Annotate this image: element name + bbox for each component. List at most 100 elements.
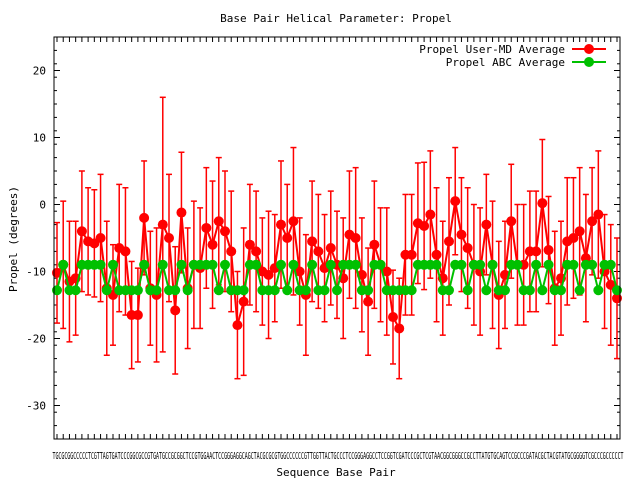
legend-marker — [584, 44, 594, 54]
data-point — [587, 259, 598, 270]
series-layer — [52, 96, 622, 380]
data-point — [487, 259, 498, 270]
data-point — [170, 305, 181, 316]
legend-label: Propel ABC Average — [446, 56, 565, 69]
data-point — [95, 259, 106, 270]
data-point — [132, 285, 143, 296]
data-point — [388, 312, 398, 323]
data-point — [543, 245, 554, 256]
data-point — [108, 259, 118, 270]
data-point — [213, 285, 224, 296]
y-tick-label: 20 — [33, 65, 46, 78]
y-tick-label: 0 — [39, 199, 46, 212]
data-point — [325, 259, 336, 270]
data-point — [462, 285, 473, 296]
data-point — [213, 216, 224, 227]
data-point — [269, 285, 280, 296]
data-point — [568, 233, 579, 243]
data-point — [406, 249, 417, 260]
data-point — [574, 285, 585, 296]
data-point — [350, 233, 361, 243]
data-point — [500, 285, 510, 296]
data-point — [431, 259, 442, 270]
data-point — [226, 246, 237, 257]
data-point — [481, 285, 492, 296]
data-point — [425, 209, 436, 220]
data-point — [157, 219, 168, 230]
data-point — [170, 285, 181, 296]
data-point — [238, 296, 249, 307]
data-point — [70, 285, 81, 296]
plot-frame — [53, 36, 621, 440]
data-point — [282, 233, 293, 243]
data-point — [251, 259, 262, 270]
data-point — [537, 198, 548, 209]
data-point — [176, 259, 187, 270]
data-point — [481, 219, 492, 230]
data-point — [201, 222, 212, 233]
data-point — [450, 196, 461, 207]
data-point — [288, 259, 299, 270]
data-point — [332, 285, 342, 296]
data-point — [58, 259, 69, 270]
data-point — [456, 229, 467, 240]
data-point — [139, 259, 150, 270]
data-point — [319, 285, 330, 296]
data-point — [139, 212, 150, 223]
data-point — [244, 239, 255, 250]
data-point — [76, 226, 87, 237]
data-point — [444, 285, 454, 296]
data-point — [220, 226, 230, 237]
data-point — [375, 259, 386, 270]
chart-title: Base Pair Helical Parameter: Propel — [220, 12, 452, 25]
data-point — [238, 285, 249, 296]
data-point — [151, 285, 162, 296]
data-point — [506, 216, 517, 227]
data-point — [512, 259, 523, 270]
data-point — [593, 209, 604, 220]
data-point — [350, 259, 361, 270]
data-point — [556, 285, 566, 296]
data-point — [251, 246, 262, 257]
data-point — [101, 285, 112, 296]
data-point — [369, 239, 380, 250]
data-point — [95, 233, 106, 243]
y-axis-label: Propel (degrees) — [7, 186, 20, 292]
y-tick-label: -10 — [26, 266, 46, 279]
data-point — [207, 259, 218, 270]
data-point — [294, 266, 305, 277]
data-point — [232, 320, 243, 331]
series-user-md — [52, 96, 622, 380]
data-point — [307, 236, 318, 247]
data-point — [307, 259, 318, 270]
data-point — [419, 220, 430, 231]
data-point — [587, 216, 598, 227]
legend-marker — [584, 57, 594, 67]
data-point — [132, 310, 143, 321]
data-point — [300, 285, 311, 296]
data-point — [531, 259, 542, 270]
data-point — [394, 323, 405, 334]
data-point — [288, 216, 299, 227]
data-point — [176, 207, 187, 218]
data-point — [605, 259, 616, 270]
data-point — [207, 239, 218, 250]
data-point — [325, 243, 336, 254]
x-tick-labels: TGCGCGGCCCCCTCGTTAGTGATCCCGGCGCCGTGATGCC… — [53, 451, 624, 462]
data-point — [363, 285, 374, 296]
data-point — [282, 285, 293, 296]
data-point — [157, 259, 168, 270]
data-point — [531, 246, 542, 257]
x-axis-ticks — [56, 37, 618, 439]
data-point — [568, 259, 579, 270]
series-abc — [52, 259, 622, 296]
data-point — [263, 269, 274, 280]
data-point — [475, 259, 486, 270]
data-point — [164, 233, 174, 243]
y-axis-ticks: -30 -20 -10 0 10 20 — [26, 36, 620, 440]
data-point — [276, 219, 286, 230]
data-point — [537, 285, 548, 296]
y-tick-label: 10 — [33, 132, 46, 145]
data-point — [120, 246, 131, 257]
